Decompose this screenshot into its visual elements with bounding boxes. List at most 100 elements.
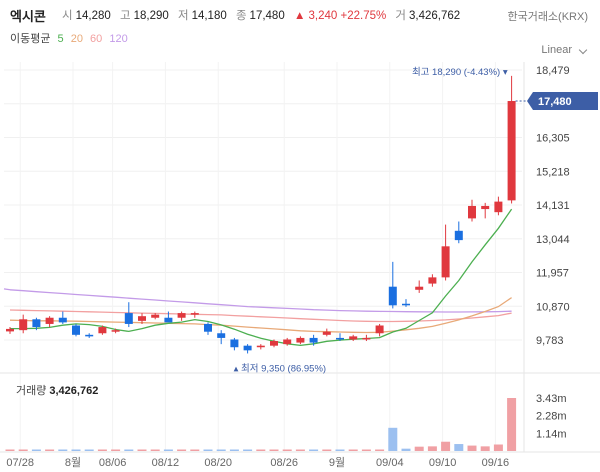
volume-bar	[229, 449, 239, 451]
volume-bar	[150, 449, 160, 451]
volume-bar	[375, 449, 385, 451]
open-value: 14,280	[75, 10, 111, 22]
volume-bar	[31, 449, 41, 451]
candle-body	[85, 334, 94, 337]
candle-body	[151, 314, 160, 318]
stock-name: 엑시콘	[10, 9, 46, 24]
date-tick-label: 09/10	[429, 457, 457, 469]
candle-body	[256, 345, 265, 348]
candle-body	[111, 330, 120, 332]
volume-bar	[441, 441, 451, 451]
volume-bar	[97, 449, 107, 451]
volume-value: 3,426,762	[409, 10, 461, 22]
candle-body	[6, 328, 14, 332]
volume-bar	[414, 446, 424, 451]
volume-bar	[137, 449, 147, 451]
volume-bar	[58, 449, 68, 451]
quote-summary: 시 14,280 고 18,290 저 14,180 종 17,480 ▲ 3,240 …	[62, 7, 466, 23]
volume-bar	[388, 427, 398, 451]
price-tick-label: 18,479	[536, 65, 570, 77]
date-tick-label: 09/16	[482, 457, 510, 469]
volume-bar	[243, 449, 253, 451]
volume-bar	[309, 449, 319, 451]
date-tick-label: 08/26	[270, 457, 298, 469]
candle-body	[481, 205, 490, 210]
volume-bar	[71, 449, 81, 451]
volume-tick-label: 3.43m	[536, 393, 567, 405]
volume-bar	[348, 449, 358, 451]
volume-bar	[203, 449, 213, 451]
ma60-line	[9, 309, 512, 323]
candle-body	[441, 246, 450, 278]
high-label: 고	[119, 10, 131, 22]
volume-axis-labels: 3.43m 2.28m 1.14m	[536, 393, 567, 440]
date-tick-label: 09/04	[376, 457, 404, 469]
high-value: 18,290	[133, 10, 169, 22]
candle-body	[375, 325, 384, 334]
low-value: 14,180	[191, 10, 227, 22]
candle-body	[454, 230, 463, 241]
volume-bar	[427, 446, 437, 451]
chart-annotations: 최고 18,290 (-4.43%) ▾ ▴ 최저 9,350 (86.95%) 1…	[234, 67, 598, 374]
candle-body	[507, 101, 516, 201]
volume-bar	[163, 449, 173, 451]
volume-bar	[493, 444, 503, 451]
price-tick-label: 9,783	[536, 335, 564, 347]
volume-bar	[177, 449, 187, 451]
volume-bar	[454, 444, 464, 451]
candle-body	[72, 325, 80, 335]
ma-legend-title: 이동평균	[10, 33, 51, 45]
low-label: 저	[177, 10, 189, 22]
volume-bar	[361, 449, 371, 451]
volume-bar	[401, 448, 411, 451]
candle-body	[362, 337, 371, 340]
volume-bar	[190, 449, 200, 451]
moving-average-legend[interactable]: 이동평균 5 20 60 120	[10, 30, 132, 46]
high-annotation: 최고 18,290 (-4.43%) ▾	[412, 67, 508, 78]
candle-body	[164, 317, 173, 323]
change-value: ▲ 3,240 +22.75%	[293, 10, 387, 22]
ma-legend-20: 20	[70, 33, 83, 45]
volume-tick-label: 2.28m	[536, 411, 567, 423]
candle-body	[45, 317, 54, 324]
ma-legend-5: 5	[57, 33, 64, 45]
candle-body	[177, 313, 186, 318]
date-tick-label: 8월	[65, 456, 81, 469]
volume-bar	[111, 449, 121, 451]
date-tick-label: 07/28	[6, 457, 34, 469]
ma20-line	[9, 297, 512, 334]
current-price-badge	[527, 92, 598, 111]
candle-body	[270, 341, 278, 346]
candle-body	[415, 286, 424, 290]
volume-bar	[216, 449, 226, 451]
candle-body	[402, 303, 410, 306]
ma120-line-start	[3, 288, 11, 291]
candle-body	[494, 201, 503, 213]
exchange-label: 한국거래소(KRX)	[507, 11, 588, 23]
volume-panel-value: 3,426,762	[49, 385, 99, 397]
volume-bar	[467, 445, 477, 451]
date-tick-label: 9월	[329, 456, 345, 469]
volume-bar	[269, 449, 279, 451]
ma5-line	[10, 208, 513, 347]
price-tick-label: 14,131	[536, 200, 570, 212]
candle-body	[204, 323, 212, 332]
candle-body	[428, 277, 437, 284]
price-tick-label: 10,870	[536, 301, 570, 313]
volume-bar	[124, 449, 134, 451]
ma-legend-60: 60	[90, 33, 103, 45]
close-label: 종	[235, 10, 247, 22]
candle-body	[98, 327, 107, 334]
date-tick-label: 08/20	[204, 457, 232, 469]
candle-body	[468, 205, 476, 219]
candle-body	[217, 333, 226, 338]
volume-bar	[84, 449, 94, 451]
quote-header: 엑시콘 시 14,280 고 18,290 저 14,180 종 17,480 ▲ 3,…	[0, 0, 600, 26]
candle-body	[138, 316, 146, 321]
candle-body	[243, 345, 252, 351]
volume-bar	[18, 449, 28, 451]
scale-mode-dropdown[interactable]: Linear	[541, 44, 572, 56]
candle-body	[283, 339, 292, 345]
candles	[6, 75, 516, 354]
